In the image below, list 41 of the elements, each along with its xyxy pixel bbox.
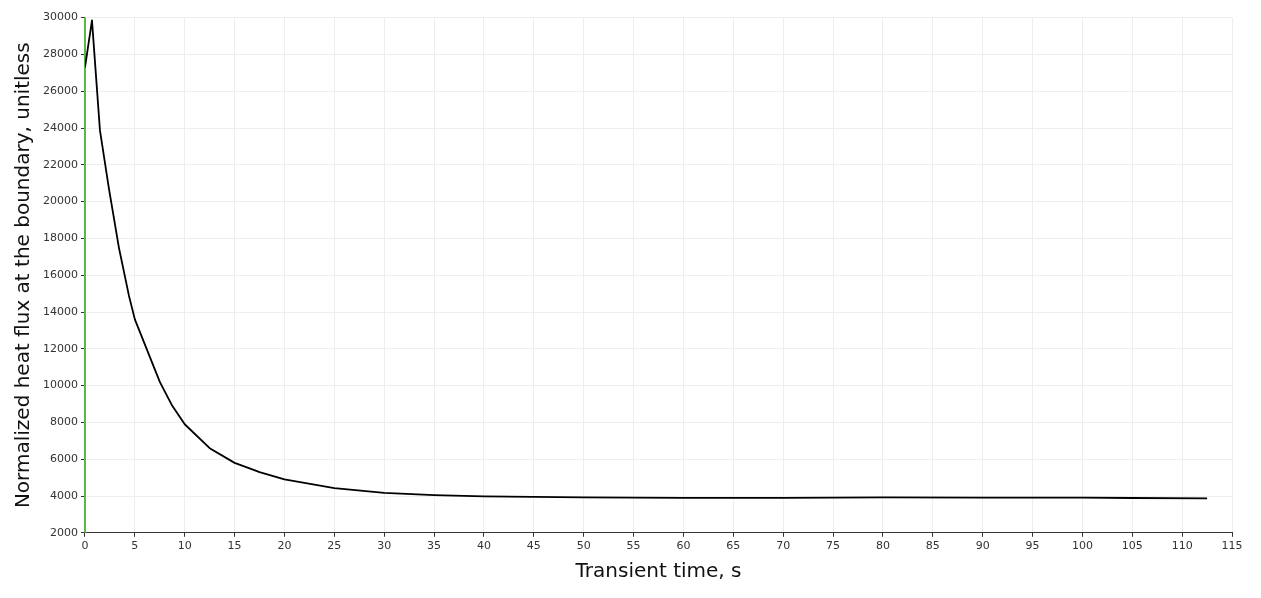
- x-tick-label: 60: [676, 539, 691, 553]
- x-tick-label: 10: [177, 539, 192, 553]
- x-tick-label: 5: [131, 539, 139, 553]
- y-tick-label: 8000: [49, 415, 78, 429]
- x-tick-label: 20: [277, 539, 292, 553]
- y-tick-label: 28000: [42, 47, 78, 61]
- y-tick-label: 24000: [42, 120, 78, 134]
- x-tick-label: 75: [826, 539, 841, 553]
- x-tick-label: 115: [1221, 539, 1243, 553]
- x-tick-label: 0: [81, 539, 89, 553]
- x-tick-label: 110: [1171, 539, 1193, 553]
- y-tick-label: 2000: [49, 525, 78, 539]
- y-tick-label: 10000: [42, 378, 78, 392]
- x-tick-label: 100: [1071, 539, 1093, 553]
- y-axis-title: Normalized heat flux at the boundary, unitless: [10, 42, 35, 509]
- x-tick-label: 95: [1025, 539, 1040, 553]
- y-tick-label: 30000: [42, 10, 78, 24]
- x-tick-label: 50: [576, 539, 591, 553]
- y-tick-label: 26000: [42, 84, 78, 98]
- x-tick-label: 40: [476, 539, 491, 553]
- x-tick-label: 30: [377, 539, 392, 553]
- x-tick-label: 65: [726, 539, 741, 553]
- y-tick-label: 4000: [49, 488, 78, 502]
- y-tick-label: 20000: [42, 194, 78, 208]
- x-tick-label: 25: [327, 539, 342, 553]
- y-tick-label: 12000: [42, 341, 78, 355]
- y-tick-label: 18000: [42, 231, 78, 245]
- x-tick-label: 90: [975, 539, 990, 553]
- x-tick-label: 70: [776, 539, 791, 553]
- y-tick-label: 22000: [42, 157, 78, 171]
- y-tick-label: 16000: [42, 268, 78, 282]
- x-tick-label: 45: [526, 539, 541, 553]
- y-tick-label: 6000: [49, 452, 78, 466]
- x-tick-label: 80: [875, 539, 890, 553]
- x-tick-label: 15: [227, 539, 242, 553]
- x-tick-label: 35: [427, 539, 442, 553]
- x-axis-title: Transient time, s: [574, 558, 742, 583]
- y-tick-label: 14000: [42, 304, 78, 318]
- x-tick-label: 85: [925, 539, 940, 553]
- x-tick-label: 105: [1121, 539, 1143, 553]
- x-tick-label: 55: [626, 539, 641, 553]
